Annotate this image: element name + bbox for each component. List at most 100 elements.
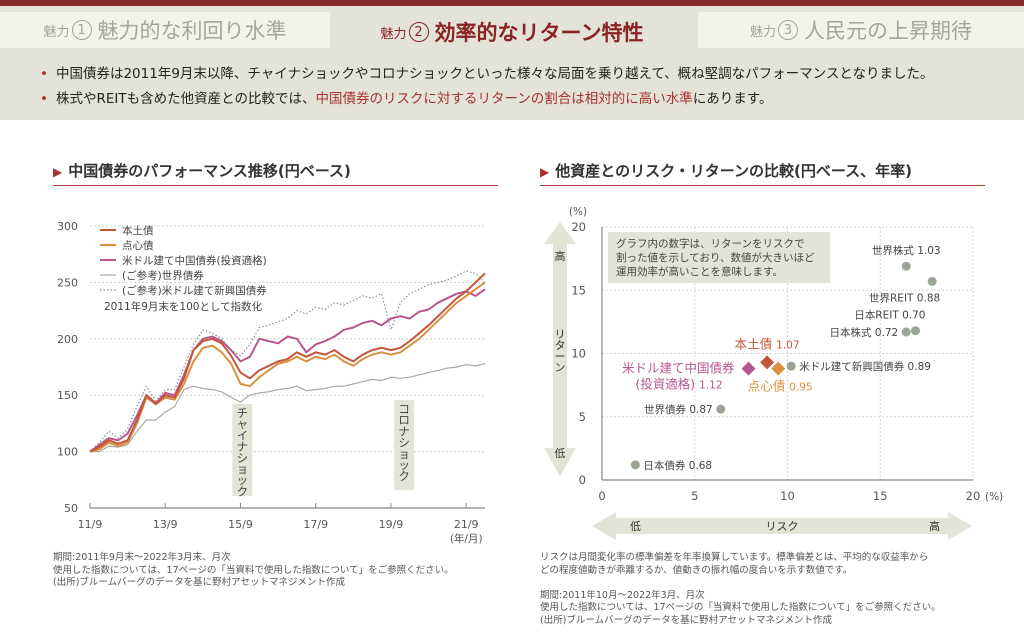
right-chart-title: ▶ 他資産とのリスク・リターンの比較(円ベース、年率) xyxy=(540,160,985,186)
note-spacer xyxy=(540,577,941,590)
note-line: 使用した指数については、17ページの「当資料で使用した指数について」をご参照くだ… xyxy=(540,602,941,613)
return-axis-label: リターン xyxy=(555,328,566,374)
x-tick-label: 11/9 xyxy=(78,518,103,531)
summary-bullet-1: • 中国債券は2011年9月末以降、チャイナショックやコロナショックといった様々な… xyxy=(40,66,934,82)
tab-attraction-1[interactable]: 魅力 1 魅力的な利回り水準 xyxy=(0,12,330,48)
tab-prefix: 魅力 xyxy=(380,26,407,42)
y-axis-unit: (%) xyxy=(569,206,587,218)
risk-return-scatter-chart: 高低リターン低 リスク高 051015200 5 10 15 20(%)(%) グラフ内の… xyxy=(544,206,1003,540)
note-line: (出所)ブルームバーグのデータを基に野村アセットマネジメント作成 xyxy=(540,614,832,626)
return-high-label: 高 xyxy=(555,249,566,263)
annotation-label: チャイナショック xyxy=(237,406,249,498)
point-circle-3 xyxy=(786,361,796,371)
x-tick-label: 19/9 xyxy=(379,518,404,531)
triangle-bullet-icon: ▶ xyxy=(53,165,63,179)
x-tick-label: 20 xyxy=(966,489,981,503)
point-label: 日本株式 0.72 xyxy=(829,326,898,339)
title-text: 中国債券のパフォーマンス推移(円ベース) xyxy=(68,162,351,180)
risk-high-label: 高 xyxy=(929,519,940,533)
point-circle-4 xyxy=(716,404,726,414)
point-label: 米ドル建て中国債券 xyxy=(622,361,735,376)
legend-label: 米ドル建て中国債券(投資適格) xyxy=(122,254,267,267)
y-tick-label: 250 xyxy=(57,276,78,289)
info-box-text: 割った値を示しており、数値が大きいほど xyxy=(616,251,815,264)
x-tick-label: 10 xyxy=(780,489,795,503)
annotation-box xyxy=(232,404,253,496)
note-line: 使用した指数については、17ページの「当資料で使用した指数について」をご参照くだ… xyxy=(53,564,454,576)
x-tick-label: 15/9 xyxy=(228,518,253,531)
risk-axis-label: リスク xyxy=(766,520,799,533)
performance-line-chart: 50 100 150 200 250 300 チャイナショック コロナショック 11/9 13… xyxy=(57,220,486,545)
return-axis-arrow xyxy=(544,222,576,476)
point-diamond-0 xyxy=(760,355,775,370)
point-label: 日本REIT 0.70 xyxy=(854,309,925,322)
tab-attraction-2[interactable]: 魅力 2 効率的なリターン特性 xyxy=(332,10,692,54)
point-circle-6 xyxy=(901,261,911,271)
legend-label: 点心債 xyxy=(122,239,154,252)
x-tick-label: 15 xyxy=(873,489,888,503)
point-label: 世界REIT 0.88 xyxy=(869,292,940,304)
legend-label: (ご参考)米ドル建て新興国債券 xyxy=(122,284,267,297)
summary-box: • 中国債券は2011年9月末以降、チャイナショックやコロナショックといった様々な… xyxy=(0,54,1024,120)
note-line: 期間:2011年10月～2022年3月、月次 xyxy=(540,589,705,601)
y-tick-label: 5 xyxy=(579,410,586,424)
tab-number: 1 xyxy=(71,20,92,40)
note-line: どの程度値動きが乖離するか、値動きの振れ幅の度合いを示す数値です。 xyxy=(540,564,853,576)
tab-bar: 魅力 1 魅力的な利回り水準 魅力 2 効率的なリターン特性 魅力 3 人民元の… xyxy=(0,6,1024,54)
point-label: 米ドル建て新興国債券 0.89 xyxy=(799,360,931,373)
point-label: 本土債 1.07 xyxy=(735,336,800,351)
x-tick-label: 13/9 xyxy=(153,518,178,531)
y-tick-label: 50 xyxy=(64,502,78,515)
series-line-2 xyxy=(89,288,486,453)
point-diamond-2 xyxy=(741,361,756,376)
point-circle-8 xyxy=(910,326,920,336)
y-tick-label: 0 xyxy=(579,473,586,487)
series-line-3 xyxy=(90,363,486,453)
point-label-line2: (投資適格) 1.12 xyxy=(635,377,722,392)
left-chart-title: ▶ 中国債券のパフォーマンス推移(円ベース) xyxy=(53,160,498,186)
summary-highlight: 中国債券のリスクに対するリターンの割合は相対的に高い水準 xyxy=(315,91,693,107)
summary-text: 株式やREITも含めた他資産との比較では、 xyxy=(55,91,316,107)
point-diamond-1 xyxy=(771,361,786,376)
top-brand-bar xyxy=(0,0,1024,6)
tab-attraction-3[interactable]: 魅力 3 人民元の上昇期待 xyxy=(698,12,1024,48)
right-notes: リスクは月間変化率の標準偏差を年率換算しています。標準偏差とは、平均的な収益率か… xyxy=(540,552,941,627)
risk-low-label: 低 xyxy=(630,520,641,533)
summary-bullet-2: • 株式やREITも含めた他資産との比較では、中国債券のリスクに対するリターンの割… xyxy=(40,91,773,107)
x-tick-label: 17/9 xyxy=(303,518,328,531)
tab-number: 2 xyxy=(408,22,429,42)
summary-text: にあります。 xyxy=(692,91,773,107)
y-tick-label: 20 xyxy=(571,220,586,234)
tab-label: 人民元の上昇期待 xyxy=(804,19,972,43)
series-line-4 xyxy=(89,270,486,453)
point-circle-5 xyxy=(630,460,640,470)
legend-label: (ご参考)世界債券 xyxy=(122,269,204,282)
y-tick-label: 10 xyxy=(571,347,586,361)
x-tick-label: 0 xyxy=(598,489,605,503)
x-axis-unit: (%) xyxy=(985,491,1003,503)
return-low-label: 低 xyxy=(555,447,566,460)
note-line: 期間:2011年9月末～2022年3月末、月次 xyxy=(53,552,231,563)
left-notes: 期間:2011年9月末～2022年3月末、月次 使用した指数については、17ペー… xyxy=(53,552,454,590)
tab-number: 3 xyxy=(778,20,798,40)
x-axis-unit: (年/月) xyxy=(450,532,483,545)
point-label: 日本債券 0.68 xyxy=(643,459,712,472)
tab-label: 効率的なリターン特性 xyxy=(434,21,644,45)
y-tick-label: 150 xyxy=(57,389,78,402)
triangle-bullet-icon: ▶ xyxy=(540,165,550,179)
point-circle-9 xyxy=(901,327,911,337)
tab-prefix: 魅力 xyxy=(43,24,70,40)
x-tick-label: 21/9 xyxy=(454,518,479,531)
risk-axis-arrow xyxy=(592,512,972,540)
info-box-text: グラフ内の数字は、リターンをリスクで xyxy=(616,237,804,250)
y-tick-label: 100 xyxy=(57,446,78,459)
tab-prefix: 魅力 xyxy=(749,24,776,40)
title-text: 他資産とのリスク・リターンの比較(円ベース、年率) xyxy=(555,162,912,180)
y-tick-label: 300 xyxy=(57,220,78,233)
point-label: 世界株式 1.03 xyxy=(872,244,941,257)
annotation-label: コロナショック xyxy=(398,402,410,483)
point-label: 点心債 0.95 xyxy=(748,379,813,394)
info-box xyxy=(608,232,830,283)
y-tick-label: 15 xyxy=(571,283,586,297)
annotation-box xyxy=(394,400,415,490)
